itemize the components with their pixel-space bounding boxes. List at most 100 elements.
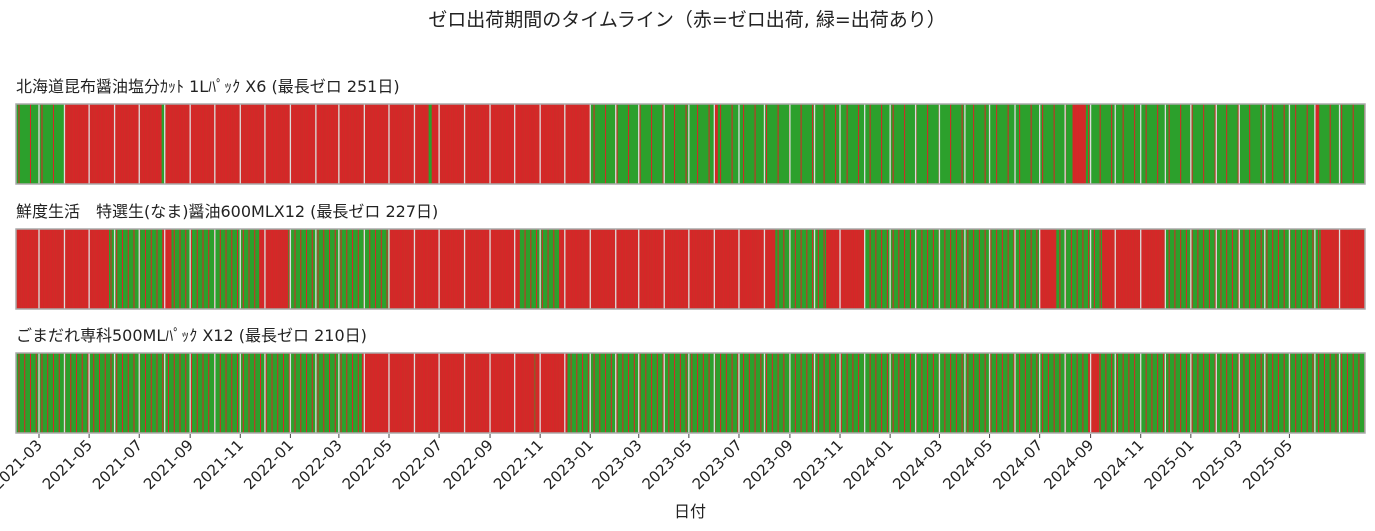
zero-day-mark bbox=[626, 229, 628, 309]
x-tick-label: 2022-09 bbox=[440, 436, 497, 493]
zero-day-mark bbox=[269, 104, 271, 184]
zero-day-mark bbox=[44, 229, 46, 309]
zero-day-mark bbox=[205, 104, 207, 184]
zero-day-mark bbox=[610, 353, 612, 433]
zero-day-mark bbox=[1103, 229, 1105, 309]
zero-day-mark bbox=[362, 104, 364, 184]
zero-day-mark bbox=[858, 229, 860, 309]
zero-day-mark bbox=[248, 353, 250, 433]
zero-day-mark bbox=[27, 229, 29, 309]
zero-day-mark bbox=[421, 353, 423, 433]
zero-day-mark bbox=[653, 229, 655, 309]
zero-day-mark bbox=[720, 229, 722, 309]
zero-day-mark bbox=[108, 229, 110, 309]
zero-day-mark bbox=[379, 353, 381, 433]
zero-day-mark bbox=[852, 229, 854, 309]
zero-day-mark bbox=[944, 229, 946, 309]
zero-day-mark bbox=[509, 353, 511, 433]
zero-day-mark bbox=[411, 229, 414, 309]
zero-day-mark bbox=[265, 353, 267, 433]
zero-day-mark bbox=[1148, 229, 1150, 309]
zero-day-mark bbox=[1168, 353, 1170, 433]
zero-day-mark bbox=[667, 229, 669, 309]
zero-day-mark bbox=[281, 229, 283, 309]
zero-day-mark bbox=[1159, 229, 1161, 309]
zero-day-mark bbox=[1001, 353, 1003, 433]
zero-day-mark bbox=[670, 229, 672, 309]
zero-day-mark bbox=[288, 104, 290, 184]
zero-day-mark bbox=[537, 104, 539, 184]
zero-day-mark bbox=[402, 353, 404, 433]
zero-day-mark bbox=[1134, 229, 1136, 309]
zero-day-mark bbox=[69, 104, 71, 184]
zero-day-mark bbox=[697, 353, 699, 433]
zero-day-mark bbox=[1335, 229, 1337, 309]
x-tick-label: 2022-05 bbox=[339, 436, 396, 493]
zero-day-mark bbox=[472, 353, 474, 433]
zero-day-mark bbox=[211, 104, 213, 184]
zero-day-mark bbox=[60, 229, 62, 309]
zero-day-mark bbox=[481, 353, 483, 433]
zero-day-mark bbox=[518, 104, 520, 184]
zero-day-mark bbox=[592, 229, 594, 309]
zero-day-mark bbox=[235, 104, 237, 184]
zero-day-mark bbox=[525, 353, 527, 433]
zero-day-mark bbox=[1237, 229, 1239, 309]
zero-day-mark bbox=[476, 229, 478, 309]
zero-day-mark bbox=[1327, 229, 1329, 309]
zero-day-mark bbox=[521, 353, 523, 433]
zero-day-mark bbox=[1083, 104, 1085, 184]
zero-day-mark bbox=[478, 353, 480, 433]
zero-day-mark bbox=[207, 104, 209, 184]
zero-day-mark bbox=[506, 229, 508, 309]
zero-day-mark bbox=[318, 104, 320, 184]
zero-day-mark bbox=[1243, 229, 1245, 309]
zero-day-mark bbox=[125, 104, 127, 184]
zero-day-mark bbox=[1220, 229, 1222, 309]
zero-day-mark bbox=[79, 229, 81, 309]
zero-day-mark bbox=[52, 229, 54, 309]
zero-day-mark bbox=[272, 104, 274, 184]
zero-day-mark bbox=[300, 353, 302, 433]
zero-day-mark bbox=[85, 229, 87, 309]
zero-day-mark bbox=[508, 104, 510, 184]
zero-day-mark bbox=[228, 104, 230, 184]
zero-day-mark bbox=[134, 104, 136, 184]
zero-day-mark bbox=[715, 229, 717, 309]
zero-day-mark bbox=[552, 353, 554, 433]
zero-day-mark bbox=[508, 353, 510, 433]
zero-day-mark bbox=[491, 353, 493, 433]
zero-day-mark bbox=[422, 229, 424, 309]
zero-day-mark bbox=[221, 104, 223, 184]
zero-day-mark bbox=[405, 229, 407, 309]
zero-day-mark bbox=[529, 353, 531, 433]
zero-day-mark bbox=[800, 353, 802, 433]
zero-day-mark bbox=[442, 104, 444, 184]
zero-day-mark bbox=[375, 104, 377, 184]
zero-day-mark bbox=[52, 229, 54, 309]
zero-day-mark bbox=[524, 104, 526, 184]
zero-day-mark bbox=[407, 229, 409, 309]
zero-day-mark bbox=[434, 353, 436, 433]
zero-day-mark bbox=[536, 104, 538, 184]
zero-day-mark bbox=[426, 229, 428, 309]
zero-day-mark bbox=[151, 104, 153, 184]
zero-day-mark bbox=[431, 104, 433, 184]
zero-day-mark bbox=[260, 229, 262, 309]
zero-day-mark bbox=[494, 229, 496, 309]
zero-day-mark bbox=[225, 229, 227, 309]
zero-day-mark bbox=[729, 229, 731, 309]
zero-day-mark bbox=[375, 229, 377, 309]
zero-day-mark bbox=[773, 229, 775, 309]
zero-day-mark bbox=[1075, 104, 1077, 184]
zero-day-mark bbox=[1214, 353, 1216, 433]
zero-day-mark bbox=[42, 229, 44, 309]
zero-day-mark bbox=[616, 104, 618, 184]
zero-day-mark bbox=[1145, 104, 1147, 184]
zero-day-mark bbox=[432, 229, 434, 309]
zero-day-mark bbox=[251, 104, 253, 184]
zero-day-mark bbox=[154, 104, 156, 184]
zero-day-mark bbox=[451, 353, 453, 433]
zero-day-mark bbox=[285, 104, 287, 184]
zero-day-mark bbox=[591, 229, 593, 309]
